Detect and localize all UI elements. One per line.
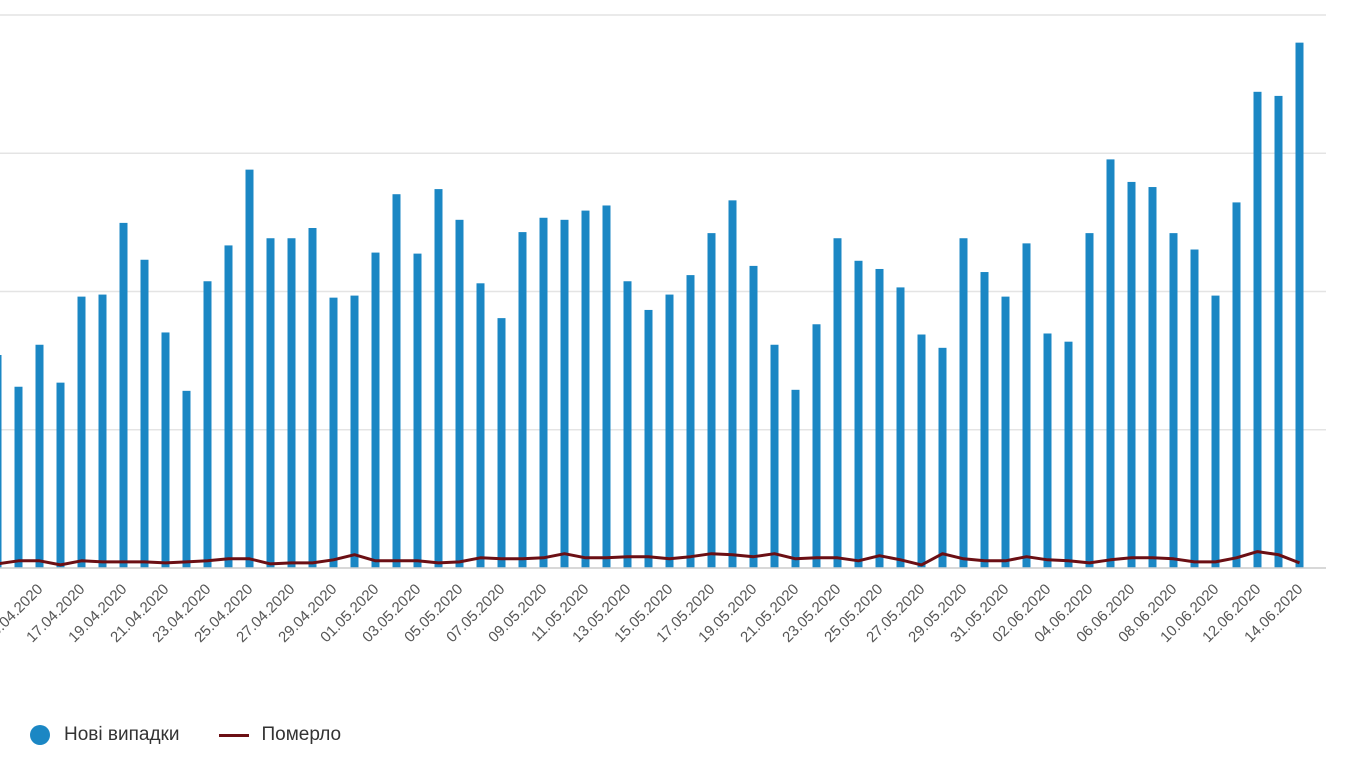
bar bbox=[560, 219, 569, 568]
bar bbox=[602, 205, 611, 568]
bar bbox=[623, 281, 632, 568]
chart-svg: 13.04.202015.04.202017.04.202019.04.2020… bbox=[0, 14, 1326, 646]
bar bbox=[1274, 95, 1283, 568]
bar bbox=[77, 296, 86, 568]
bar bbox=[182, 390, 191, 568]
bar bbox=[581, 210, 590, 568]
bar bbox=[1127, 181, 1136, 568]
bar bbox=[980, 272, 989, 568]
bar bbox=[917, 334, 926, 568]
bar bbox=[224, 245, 233, 568]
bar bbox=[896, 287, 905, 568]
bar bbox=[98, 294, 107, 568]
bar bbox=[1148, 187, 1157, 569]
bar bbox=[791, 389, 800, 568]
bar bbox=[455, 219, 464, 568]
bar bbox=[329, 297, 338, 568]
bar bbox=[938, 347, 947, 568]
bar bbox=[119, 222, 128, 569]
legend-marker-line-icon bbox=[219, 733, 250, 737]
x-tick-labels: 13.04.202015.04.202017.04.202019.04.2020… bbox=[0, 581, 1306, 646]
bar bbox=[959, 238, 968, 568]
bar bbox=[518, 232, 527, 568]
bar bbox=[1085, 233, 1094, 568]
grid-lines bbox=[0, 14, 1326, 569]
bar bbox=[812, 324, 821, 568]
bar bbox=[308, 228, 317, 569]
bar bbox=[644, 309, 653, 568]
bar bbox=[686, 275, 695, 568]
bar bbox=[161, 332, 170, 568]
legend-item-deaths[interactable]: Померло bbox=[219, 724, 341, 746]
bar bbox=[1211, 295, 1220, 568]
bar bbox=[749, 265, 758, 568]
bar bbox=[1106, 159, 1115, 568]
bar bbox=[350, 295, 359, 568]
bar bbox=[770, 344, 779, 568]
bar bbox=[1232, 202, 1241, 568]
bar bbox=[1043, 333, 1052, 568]
legend-label-new-cases: Нові випадки bbox=[64, 724, 180, 745]
bar bbox=[854, 260, 863, 568]
bar bbox=[413, 253, 422, 568]
legend-item-new-cases[interactable]: Нові випадки bbox=[30, 724, 179, 746]
bar bbox=[1169, 233, 1178, 568]
bar bbox=[1064, 341, 1073, 568]
bar bbox=[1022, 243, 1031, 568]
bar bbox=[245, 169, 254, 568]
deaths-line bbox=[0, 550, 1301, 567]
bar bbox=[392, 194, 401, 569]
bar bbox=[1001, 296, 1010, 568]
bar bbox=[35, 344, 44, 568]
bar bbox=[875, 268, 884, 568]
bar bbox=[539, 217, 548, 568]
bar bbox=[56, 382, 65, 568]
bar bbox=[266, 238, 275, 568]
bar bbox=[665, 294, 674, 568]
bar bbox=[707, 233, 716, 568]
bar bbox=[497, 318, 506, 568]
bar-series bbox=[0, 42, 1304, 569]
bar bbox=[833, 238, 842, 568]
bar bbox=[14, 386, 23, 568]
bar bbox=[728, 200, 737, 568]
bar bbox=[371, 252, 380, 568]
bar bbox=[476, 283, 485, 568]
bar bbox=[434, 189, 443, 568]
legend-marker-circle-icon bbox=[30, 725, 50, 745]
bar bbox=[140, 259, 149, 568]
chart-legend: Нові випадки Померло bbox=[30, 720, 381, 750]
bar bbox=[203, 281, 212, 568]
bar bbox=[287, 238, 296, 568]
bar bbox=[1190, 249, 1199, 568]
bar bbox=[1295, 42, 1304, 568]
bar bbox=[1253, 91, 1262, 569]
legend-label-deaths: Померло bbox=[261, 724, 342, 745]
bar bbox=[0, 354, 2, 568]
